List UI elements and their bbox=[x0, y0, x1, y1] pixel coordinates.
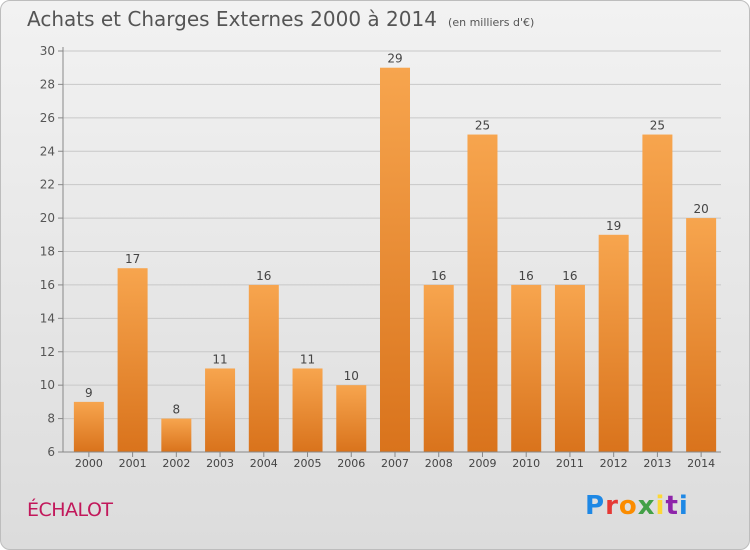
y-tick-label: 28 bbox=[40, 77, 55, 91]
bar bbox=[161, 418, 192, 452]
logo-letter: i bbox=[655, 491, 666, 521]
bar-value-label: 25 bbox=[650, 119, 665, 133]
y-tick-label: 10 bbox=[40, 378, 55, 392]
bar bbox=[423, 284, 454, 452]
y-tick-label: 22 bbox=[40, 178, 55, 192]
bar-value-label: 20 bbox=[693, 202, 708, 216]
bar-value-label: 16 bbox=[519, 269, 534, 283]
y-tick-label: 20 bbox=[40, 211, 55, 225]
x-tick-label: 2003 bbox=[206, 457, 234, 470]
bar-value-label: 11 bbox=[300, 352, 315, 366]
y-tick-label: 24 bbox=[40, 144, 55, 158]
logo-letter: o bbox=[618, 491, 638, 521]
logo-letter: x bbox=[637, 491, 656, 521]
bar bbox=[73, 401, 104, 452]
commune-name: ÉCHALOT bbox=[27, 499, 113, 521]
logo-letter: r bbox=[605, 491, 619, 521]
bar-value-label: 17 bbox=[125, 252, 140, 266]
bar bbox=[598, 234, 629, 452]
x-tick-label: 2010 bbox=[512, 457, 540, 470]
x-tick-label: 2006 bbox=[337, 457, 365, 470]
y-tick-label: 26 bbox=[40, 111, 55, 125]
x-tick-label: 2001 bbox=[119, 457, 147, 470]
x-tick-label: 2000 bbox=[75, 457, 103, 470]
bar-value-label: 25 bbox=[475, 119, 490, 133]
chart-title: Achats et Charges Externes 2000 à 2014 bbox=[27, 7, 437, 31]
bar bbox=[511, 284, 542, 452]
bar bbox=[380, 67, 410, 452]
x-tick-label: 2009 bbox=[468, 457, 496, 470]
bar-value-label: 11 bbox=[212, 352, 227, 366]
logo-letter: t bbox=[665, 491, 679, 521]
bar bbox=[117, 268, 148, 452]
x-tick-label: 2011 bbox=[556, 457, 584, 470]
x-tick-label: 2008 bbox=[425, 457, 453, 470]
unit-note: (en milliers d'€) bbox=[448, 16, 535, 29]
x-tick-label: 2004 bbox=[250, 457, 278, 470]
axes: 6 8 10 12 14 16 18 20 22 24 26 28 30 2000 2001 2002 2003… bbox=[40, 44, 721, 470]
bar-value-label: 16 bbox=[256, 269, 271, 283]
y-tick-label: 12 bbox=[40, 345, 55, 359]
bar bbox=[686, 218, 717, 452]
x-tick-label: 2005 bbox=[294, 457, 322, 470]
bars: 9 17 8 11 16 11 10 29 16 25 16 16 19 25 20 bbox=[73, 52, 717, 452]
x-tick-label: 2002 bbox=[162, 457, 190, 470]
bar bbox=[248, 284, 279, 452]
bar-value-label: 16 bbox=[562, 269, 577, 283]
bar bbox=[205, 368, 236, 452]
x-tick-label: 2012 bbox=[600, 457, 628, 470]
y-tick-label: 30 bbox=[40, 44, 55, 58]
bar bbox=[292, 368, 323, 452]
y-tick-label: 6 bbox=[47, 445, 55, 459]
bar-value-label: 8 bbox=[173, 403, 181, 417]
x-tick-label: 2013 bbox=[643, 457, 671, 470]
y-tick-label: 8 bbox=[47, 412, 55, 426]
bar-value-label: 29 bbox=[387, 52, 402, 66]
bar bbox=[336, 385, 367, 452]
logo-letter: P bbox=[585, 491, 606, 521]
logo-letter: i bbox=[678, 491, 689, 521]
bar bbox=[467, 134, 498, 452]
proxiti-logo: Proxiti bbox=[585, 491, 689, 521]
y-tick-label: 16 bbox=[40, 278, 55, 292]
x-tick-label: 2014 bbox=[687, 457, 715, 470]
chart-title-block: Achats et Charges Externes 2000 à 2014 (… bbox=[27, 7, 534, 31]
bar-value-label: 19 bbox=[606, 219, 621, 233]
x-tick-label: 2007 bbox=[381, 457, 409, 470]
bar bbox=[554, 284, 585, 452]
y-tick-label: 14 bbox=[40, 311, 55, 325]
bar bbox=[642, 134, 673, 452]
bar-value-label: 10 bbox=[344, 369, 359, 383]
y-tick-label: 18 bbox=[40, 245, 55, 259]
bar-value-label: 9 bbox=[85, 386, 93, 400]
bar-value-label: 16 bbox=[431, 269, 446, 283]
